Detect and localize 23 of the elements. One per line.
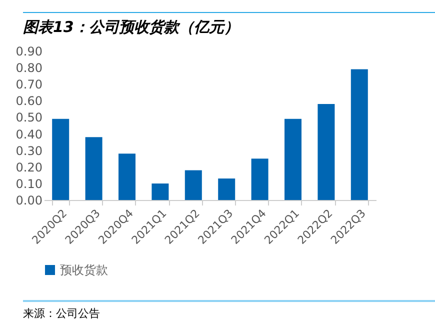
chart-title: 图表13：公司预收货款（亿元） <box>23 12 435 40</box>
y-tick-label: 0.20 <box>16 160 42 174</box>
y-tick-label: 0.90 <box>16 44 42 58</box>
y-tick-label: 0.10 <box>16 176 42 191</box>
y-tick-label: 0.50 <box>16 110 42 125</box>
y-tick-label: 0.00 <box>16 194 42 208</box>
bar <box>218 178 236 200</box>
y-tick-label: 0.80 <box>16 61 42 76</box>
y-tick-label: 0.60 <box>16 94 42 108</box>
y-tick-label: 0.30 <box>16 144 42 158</box>
bar <box>85 137 102 200</box>
y-tick-label: 0.70 <box>16 78 42 92</box>
bar <box>284 118 302 200</box>
bar <box>184 170 202 200</box>
bar <box>52 118 70 200</box>
bar <box>152 183 169 200</box>
bar <box>318 104 335 200</box>
bar <box>118 154 136 200</box>
source-note: 来源：公司公告 <box>23 300 435 321</box>
y-tick-label: 0.40 <box>16 127 42 142</box>
legend-label: 预收货款 <box>60 263 108 277</box>
bar <box>251 158 268 200</box>
bar <box>350 69 368 200</box>
